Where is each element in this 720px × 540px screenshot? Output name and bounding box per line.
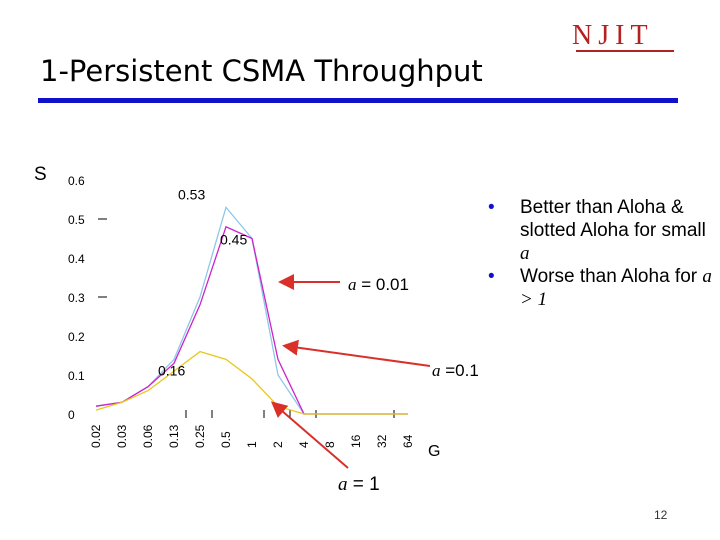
x-tick-label: 8 [323,441,337,448]
title-underline [38,98,678,103]
y-tick-label: 0 [68,408,75,422]
x-tick-label: 16 [349,434,363,448]
bullet-item: • Worse than Aloha for a > 1 [488,265,720,311]
y-axis-label: S [34,164,47,185]
callout-arrow [270,401,349,469]
data-label: 0.53 [178,186,205,202]
x-tick-label: 32 [375,434,389,448]
callout-arrow [282,339,431,367]
x-tick-label: 1 [245,441,259,448]
callout-value: =0.1 [441,361,479,380]
bullet-text: Better than Aloha & slotted Aloha for sm… [520,197,706,241]
x-axis-label: G [428,443,440,460]
y-tick-label: 0.3 [68,291,85,305]
data-label: 0.16 [158,363,185,379]
x-tick-label: 2 [271,441,285,448]
x-tick-label: 0.03 [115,424,129,448]
series-callout: a = 0.01 [348,275,409,294]
bullet-list: • Better than Aloha & slotted Aloha for … [488,196,720,311]
callout-value: = 0.01 [357,275,409,294]
bullet-italic: a [520,243,530,264]
x-tick-label: 0.25 [193,424,207,448]
y-tick-label: 0.4 [68,252,85,266]
callout-variable: a [338,474,348,495]
x-tick-label: 64 [401,434,415,448]
bullet-dot: • [488,266,495,287]
callout-variable: a [348,275,357,294]
bullet-text: Worse than Aloha for [520,266,703,287]
x-tick-label: 0.06 [141,424,155,448]
y-tick-label: 0.1 [68,369,85,383]
logo-underline [576,50,674,52]
njit-logo: NJIT [572,20,654,51]
series-line [95,225,408,415]
data-label: 0.45 [220,232,247,248]
callout-variable: a [432,361,441,380]
slide-title: 1-Persistent CSMA Throughput [40,54,483,88]
x-tick-label: 0.13 [167,424,181,448]
x-tick-label: 0.02 [89,424,103,448]
series-callout: a = 1 [338,474,380,495]
x-tick-label: 4 [297,441,311,448]
y-tick-label: 0.2 [68,330,85,344]
bullet-italic: a > 1 [520,266,712,310]
series-line [95,350,408,415]
x-tick-label: 0.5 [219,431,233,448]
y-tick-label: 0.5 [68,213,85,227]
page-number: 12 [654,508,668,522]
bullet-dot: • [488,197,495,218]
series-callout: a =0.1 [432,361,479,380]
bullet-item: • Better than Aloha & slotted Aloha for … [488,196,720,265]
y-tick-label: 0.6 [68,174,85,188]
callout-value: = 1 [348,474,380,495]
